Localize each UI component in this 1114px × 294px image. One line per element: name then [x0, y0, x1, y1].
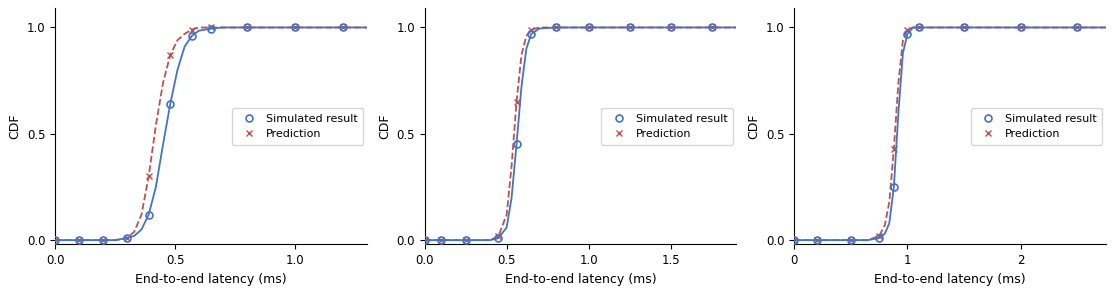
Line: Simulated result: Simulated result — [421, 24, 715, 244]
Simulated result — [289, 26, 302, 29]
Simulated result — [97, 238, 110, 242]
Prediction — [912, 26, 926, 29]
Legend: Simulated result, Prediction: Simulated result, Prediction — [232, 108, 363, 145]
Simulated result — [120, 236, 134, 240]
Prediction — [623, 26, 636, 29]
Prediction — [887, 147, 900, 151]
Y-axis label: CDF: CDF — [747, 113, 760, 139]
Simulated result — [1071, 26, 1084, 29]
Prediction — [705, 26, 719, 29]
Simulated result — [510, 143, 524, 146]
Simulated result — [72, 238, 86, 242]
Line: Prediction: Prediction — [791, 24, 1081, 244]
Y-axis label: CDF: CDF — [378, 113, 391, 139]
Prediction — [336, 26, 350, 29]
Prediction — [289, 26, 302, 29]
Prediction — [491, 234, 505, 238]
Simulated result — [459, 238, 472, 242]
Simulated result — [705, 26, 719, 29]
Prediction — [120, 236, 134, 240]
Simulated result — [525, 32, 538, 36]
Simulated result — [204, 27, 217, 30]
Simulated result — [810, 238, 823, 242]
Y-axis label: CDF: CDF — [8, 113, 21, 139]
Prediction — [459, 238, 472, 242]
Prediction — [525, 28, 538, 31]
Simulated result — [491, 236, 505, 240]
Prediction — [872, 234, 886, 238]
Prediction — [901, 28, 915, 31]
Prediction — [49, 238, 62, 242]
Simulated result — [957, 26, 970, 29]
Prediction — [204, 26, 217, 29]
Prediction — [664, 26, 677, 29]
X-axis label: End-to-end latency (ms): End-to-end latency (ms) — [135, 273, 286, 286]
Line: Prediction: Prediction — [421, 24, 715, 244]
Prediction — [72, 238, 86, 242]
Prediction — [164, 53, 177, 57]
Simulated result — [1014, 26, 1027, 29]
Simulated result — [418, 238, 431, 242]
Prediction — [510, 100, 524, 104]
Line: Simulated result: Simulated result — [51, 24, 346, 244]
Line: Prediction: Prediction — [51, 24, 346, 244]
Simulated result — [901, 32, 915, 36]
Prediction — [549, 26, 563, 29]
Prediction — [1014, 26, 1027, 29]
Prediction — [141, 175, 155, 178]
Prediction — [97, 238, 110, 242]
Prediction — [241, 26, 254, 29]
Simulated result — [912, 26, 926, 29]
Legend: Simulated result, Prediction: Simulated result, Prediction — [970, 108, 1103, 145]
Prediction — [844, 238, 858, 242]
Simulated result — [241, 26, 254, 29]
Prediction — [810, 238, 823, 242]
Prediction — [418, 238, 431, 242]
Prediction — [185, 28, 198, 31]
X-axis label: End-to-end latency (ms): End-to-end latency (ms) — [505, 273, 656, 286]
Legend: Simulated result, Prediction: Simulated result, Prediction — [602, 108, 733, 145]
Simulated result — [336, 26, 350, 29]
Simulated result — [788, 238, 801, 242]
Simulated result — [582, 26, 595, 29]
Simulated result — [872, 236, 886, 240]
Simulated result — [623, 26, 636, 29]
Prediction — [957, 26, 970, 29]
Simulated result — [434, 238, 448, 242]
Prediction — [582, 26, 595, 29]
Simulated result — [185, 34, 198, 38]
Simulated result — [844, 238, 858, 242]
Prediction — [1071, 26, 1084, 29]
Simulated result — [664, 26, 677, 29]
Line: Simulated result: Simulated result — [791, 24, 1081, 244]
X-axis label: End-to-end latency (ms): End-to-end latency (ms) — [874, 273, 1026, 286]
Prediction — [788, 238, 801, 242]
Prediction — [434, 238, 448, 242]
Simulated result — [164, 102, 177, 106]
Simulated result — [887, 185, 900, 189]
Simulated result — [141, 213, 155, 216]
Simulated result — [49, 238, 62, 242]
Simulated result — [549, 26, 563, 29]
